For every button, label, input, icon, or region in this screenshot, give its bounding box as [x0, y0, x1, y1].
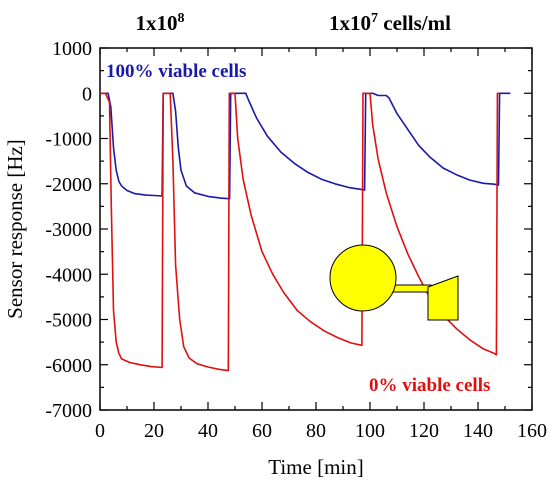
axis-tick-labels: 0 20 40 60 80 100 120 140 160 1000 0 -1000 -2000 -300…	[45, 38, 547, 442]
x-tick-label: 140	[463, 420, 493, 442]
x-tick-label: 80	[306, 420, 326, 442]
nonviable-cells-series-line	[100, 92, 500, 372]
x-tick-label: 160	[517, 420, 547, 442]
series-lines	[100, 92, 511, 372]
y-tick-label: -5000	[45, 310, 92, 332]
axis-ticks	[99, 47, 533, 411]
x-tick-label: 100	[355, 420, 385, 442]
y-axis-title: Sensor response [Hz]	[3, 139, 27, 319]
y-tick-label: -4000	[45, 264, 92, 286]
x-tick-label: 20	[144, 420, 164, 442]
sensor-device-icon	[329, 244, 459, 321]
y-tick-label: -7000	[45, 400, 92, 422]
nonviable-cells-label: 0% viable cells	[369, 375, 490, 396]
y-tick-label: -1000	[45, 129, 92, 151]
concentration-header-1: 1x108	[136, 11, 185, 35]
y-tick-label: -6000	[45, 355, 92, 377]
concentration-header-2: 1x107 cells/ml	[329, 11, 451, 35]
x-tick-label: 120	[409, 420, 439, 442]
x-tick-label: 0	[95, 420, 105, 442]
plot-frame	[99, 47, 533, 411]
y-tick-label: -3000	[45, 219, 92, 241]
x-axis-title: Time [min]	[268, 455, 363, 479]
x-tick-label: 40	[198, 420, 218, 442]
viable-cells-series-line	[100, 92, 511, 200]
y-tick-label: 1000	[52, 38, 92, 60]
y-tick-label: 0	[82, 83, 92, 105]
viable-cells-label: 100% viable cells	[106, 61, 246, 82]
y-tick-label: -2000	[45, 174, 92, 196]
x-tick-label: 60	[252, 420, 272, 442]
